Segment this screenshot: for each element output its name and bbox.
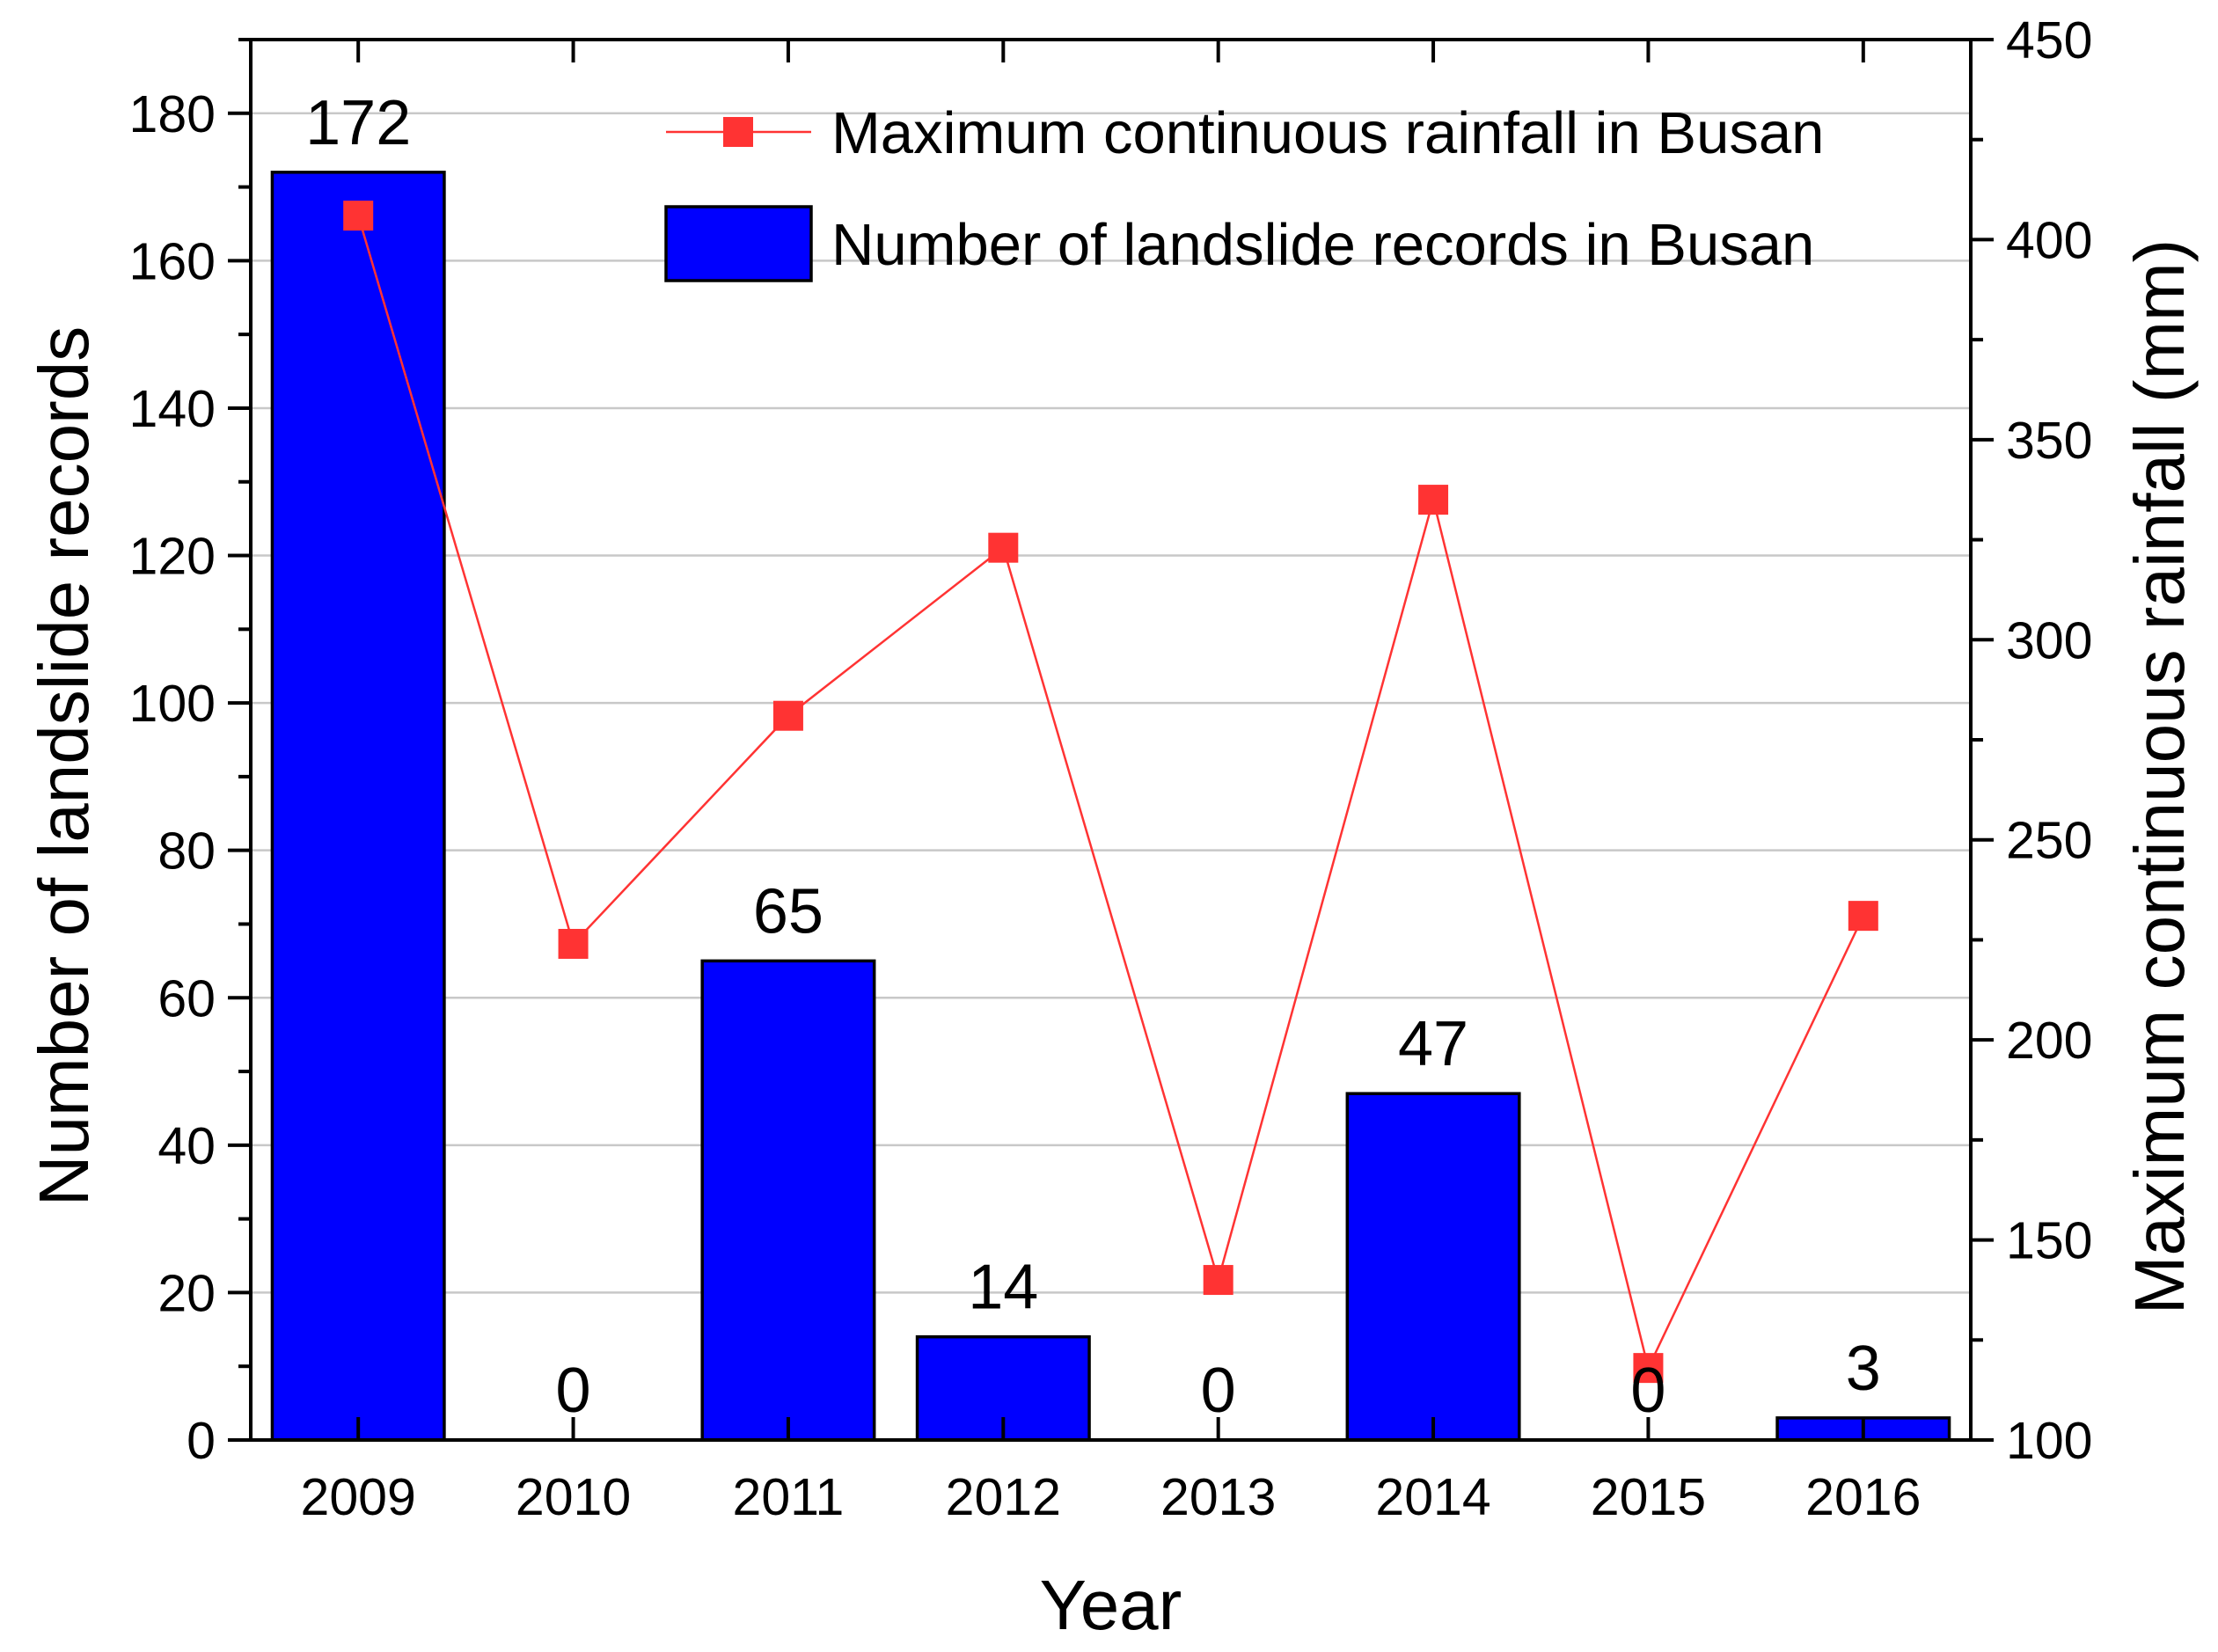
line-point	[1418, 485, 1449, 515]
legend-label: Number of landslide records in Busan	[831, 212, 1814, 278]
y-axis-right: 100 150 200 250 300 350 400 450	[1971, 11, 2092, 1470]
x-tick-label: 2015	[1591, 1468, 1706, 1526]
legend-label: Maximum continuous rainfall in Busan	[831, 100, 1824, 166]
y-right-tick-label: 250	[2006, 812, 2092, 870]
bar-data-label: 65	[753, 876, 824, 947]
bar-data-label: 0	[1201, 1356, 1236, 1426]
line-point	[772, 700, 803, 731]
x-axis-title: Year	[1040, 1566, 1182, 1644]
line-point	[988, 532, 1019, 563]
y-right-tick-label: 350	[2006, 412, 2092, 470]
bar-data-label: 3	[1846, 1334, 1881, 1404]
bar-series	[270, 171, 1951, 1442]
y-axis-left-title: Number of landslide records	[25, 326, 103, 1206]
y-right-tick-label: 300	[2006, 611, 2092, 669]
bar-data-label: 0	[1630, 1356, 1665, 1426]
y-left-tick-label: 60	[157, 969, 216, 1027]
line-point	[1633, 1353, 1664, 1384]
y-left-tick-label: 140	[129, 380, 216, 438]
x-axis: 2009 2010 2011 2012 2013 2014 2015 2016	[301, 40, 1921, 1526]
y-right-tick-label: 400	[2006, 211, 2092, 269]
x-tick-label: 2013	[1160, 1468, 1276, 1526]
data-labels: 172 0 65 14 0 47 0 3	[305, 88, 1881, 1426]
series-line	[356, 215, 1864, 1371]
y-left-tick-label: 100	[129, 675, 216, 733]
y-right-tick-label: 200	[2006, 1012, 2092, 1070]
y-right-tick-label: 150	[2006, 1212, 2092, 1270]
legend-marker-swatch	[723, 117, 753, 147]
line-series	[343, 201, 1878, 1384]
bar	[700, 959, 876, 1442]
bar-data-label: 172	[305, 88, 411, 158]
line-point	[1848, 901, 1878, 932]
y-left-tick-label: 180	[129, 85, 216, 143]
x-tick-label: 2012	[946, 1468, 1061, 1526]
line-point	[343, 201, 374, 231]
y-left-tick-label: 80	[157, 822, 216, 881]
bar	[270, 171, 446, 1442]
line-point	[1203, 1265, 1233, 1296]
bar-data-label: 47	[1398, 1009, 1468, 1079]
bar	[1345, 1092, 1521, 1442]
bar-data-label: 14	[968, 1253, 1038, 1323]
y-left-tick-label: 40	[157, 1117, 216, 1175]
line-point	[558, 928, 589, 959]
x-tick-label: 2010	[516, 1468, 631, 1526]
y-right-tick-label: 100	[2006, 1412, 2092, 1470]
y-right-tick-label: 450	[2006, 11, 2092, 69]
y-axis-left: 0 20 40 60 80 100 120 140 160 180	[129, 38, 251, 1470]
y-left-tick-label: 160	[129, 232, 216, 290]
x-tick-label: 2016	[1805, 1468, 1921, 1526]
y-left-tick-label: 20	[157, 1264, 216, 1322]
x-tick-label: 2009	[301, 1468, 416, 1526]
legend: Maximum continuous rainfall in Busan Numb…	[664, 100, 1824, 282]
x-tick-label: 2014	[1375, 1468, 1490, 1526]
y-axis-right-title: Maximum continuous rainfall (mm)	[2120, 239, 2199, 1315]
y-left-tick-label: 120	[129, 528, 216, 586]
bar-data-label: 0	[556, 1356, 591, 1426]
legend-bar-swatch	[664, 205, 813, 282]
y-left-tick-label: 0	[187, 1412, 216, 1470]
gridlines	[251, 112, 1971, 1294]
x-tick-label: 2011	[733, 1468, 845, 1526]
